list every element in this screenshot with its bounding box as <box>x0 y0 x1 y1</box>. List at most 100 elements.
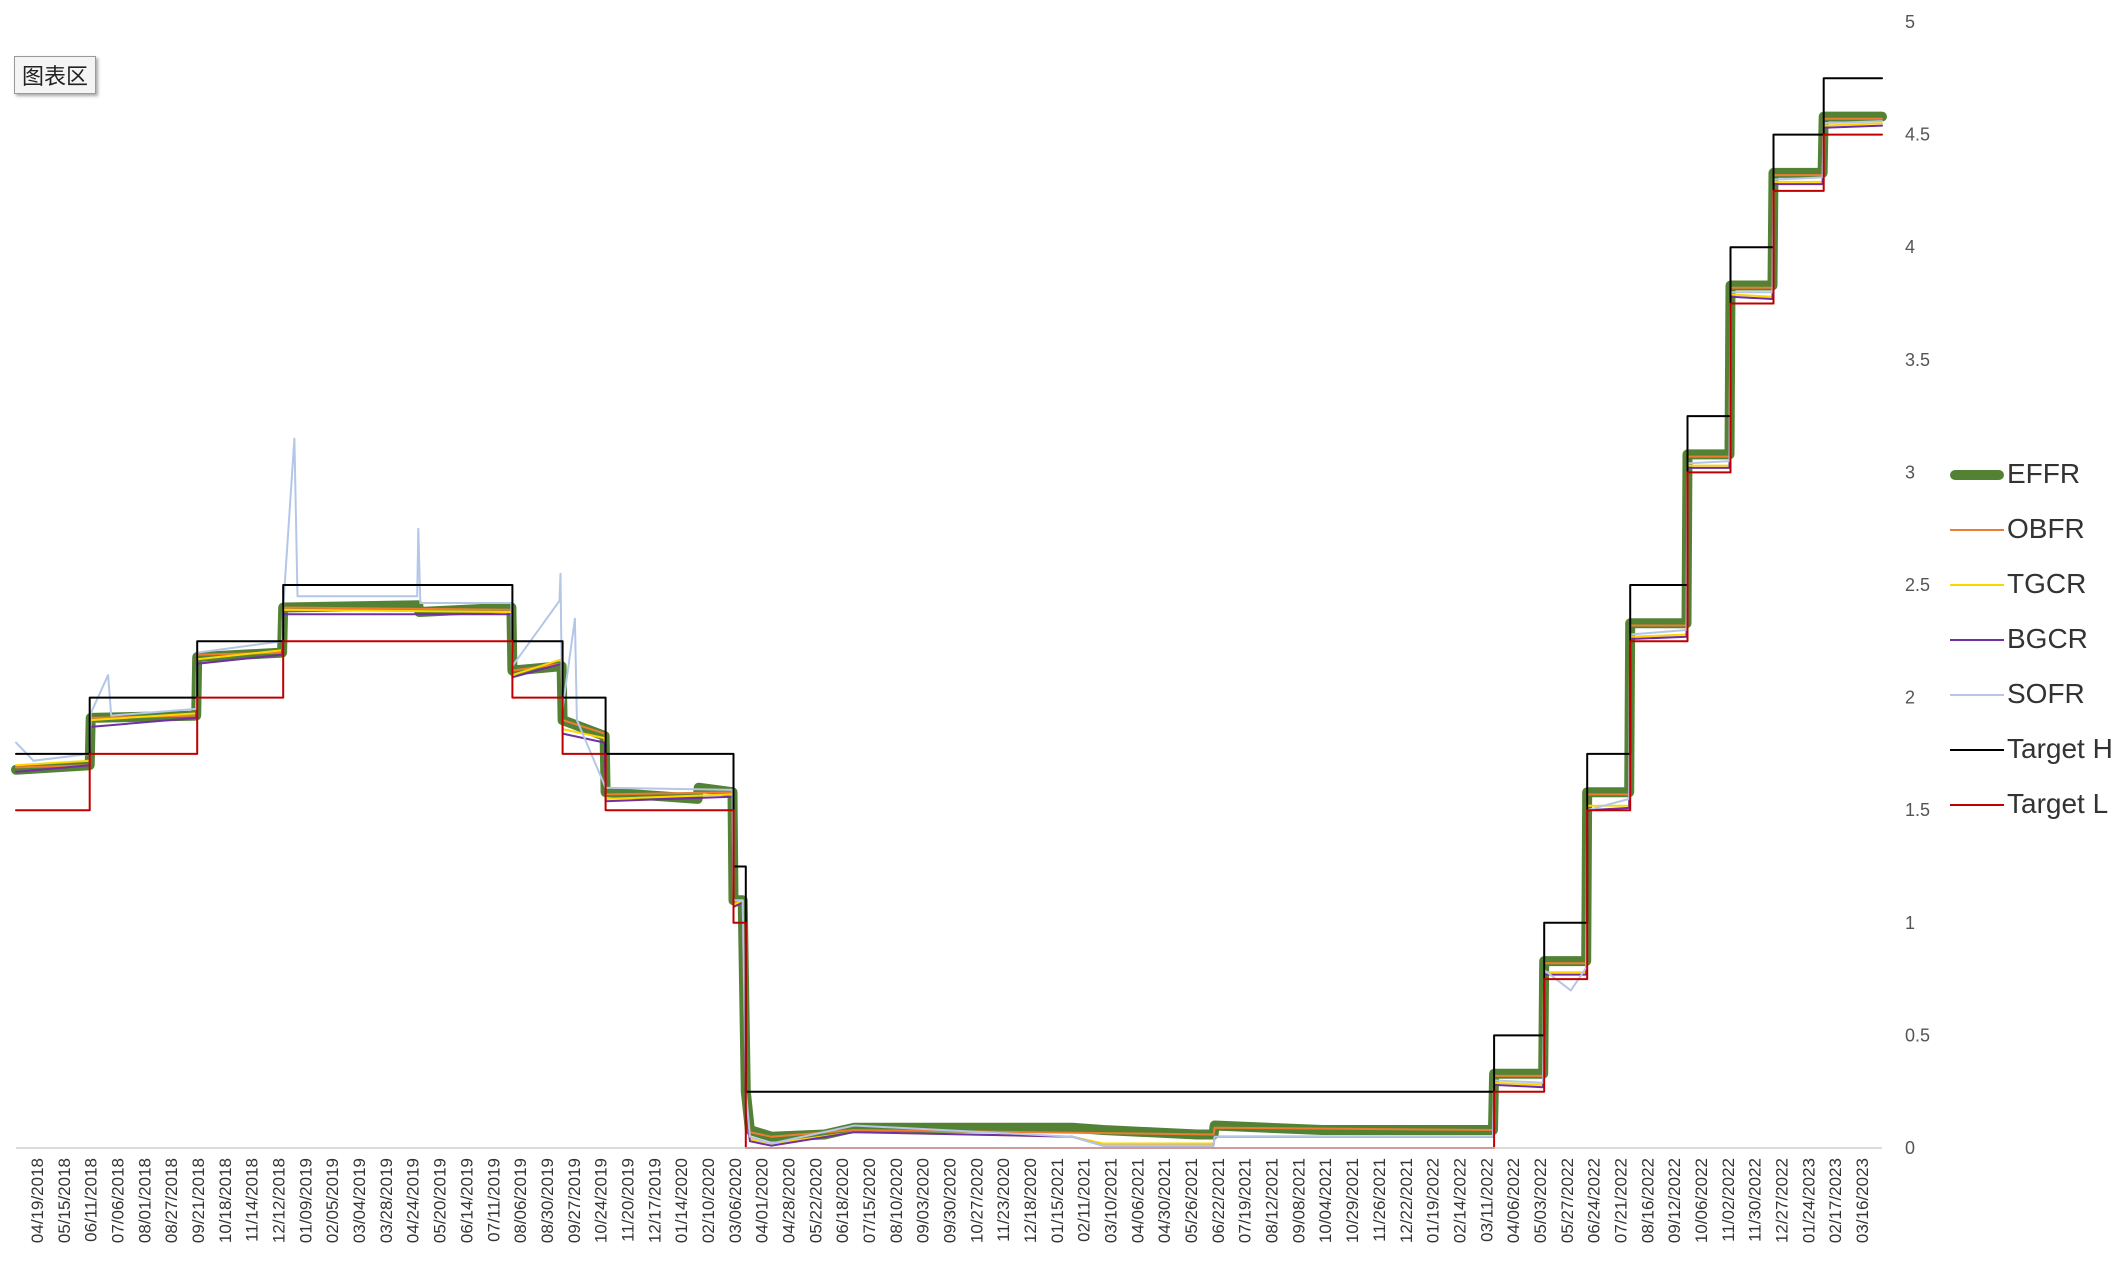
legend-swatch <box>1950 470 2004 480</box>
legend-swatch <box>1950 804 2004 806</box>
x-tick-label: 10/27/2020 <box>967 1158 986 1243</box>
series-layer <box>11 77 1887 1149</box>
x-tick-label: 03/06/2020 <box>726 1158 745 1243</box>
x-tick-label: 02/05/2019 <box>323 1158 342 1243</box>
legend-label: Target H <box>2007 733 2113 764</box>
y-tick-label: 2.5 <box>1905 575 1930 595</box>
y-axis-tick-labels: 0 0.5 1 1.5 2 2.5 3 3.5 4 4.5 5 <box>1905 12 1930 1158</box>
x-tick-label: 02/11/2021 <box>1075 1158 1094 1242</box>
x-tick-label: 12/12/2018 <box>270 1158 289 1243</box>
x-tick-label: 01/24/2023 <box>1799 1158 1818 1243</box>
y-tick-label: 1.5 <box>1905 800 1930 820</box>
legend-item[interactable]: OBFR <box>1950 511 2122 551</box>
legend-item[interactable]: BGCR <box>1950 621 2122 661</box>
x-tick-label: 08/27/2018 <box>162 1158 181 1243</box>
y-tick-label: 1 <box>1905 913 1915 933</box>
legend-item[interactable]: SOFR <box>1950 676 2122 716</box>
x-tick-label: 04/24/2019 <box>404 1158 423 1243</box>
x-tick-label: 05/20/2019 <box>431 1158 450 1243</box>
x-tick-label: 01/09/2019 <box>296 1158 315 1243</box>
legend-label: BGCR <box>2007 623 2088 654</box>
series-line-bgcr <box>15 124 1883 1147</box>
x-tick-label: 12/27/2022 <box>1773 1158 1792 1243</box>
chart-area-label[interactable]: 图表区 <box>14 56 97 94</box>
series-line-sofr <box>15 120 1883 1147</box>
legend-item[interactable]: TGCR <box>1950 566 2122 606</box>
x-tick-label: 08/12/2021 <box>1263 1158 1282 1243</box>
x-tick-label: 01/14/2020 <box>672 1158 691 1243</box>
x-tick-label: 03/11/2022 <box>1477 1158 1496 1242</box>
y-tick-label: 3.5 <box>1905 350 1930 370</box>
series-line-tgcr <box>15 122 1883 1145</box>
x-tick-label: 01/19/2022 <box>1424 1158 1443 1243</box>
x-tick-label: 08/10/2020 <box>887 1158 906 1243</box>
legend-label: OBFR <box>2007 513 2085 544</box>
legend-label: EFFR <box>2007 458 2081 489</box>
x-tick-label: 09/08/2021 <box>1289 1158 1308 1243</box>
y-tick-label: 3 <box>1905 462 1915 482</box>
x-tick-label: 04/28/2020 <box>780 1158 799 1243</box>
x-tick-label: 08/30/2019 <box>538 1158 557 1243</box>
x-tick-label: 06/24/2022 <box>1585 1158 1604 1243</box>
x-tick-label: 01/15/2021 <box>1048 1158 1067 1243</box>
legend-label: SOFR <box>2007 678 2085 709</box>
x-tick-label: 05/22/2020 <box>806 1158 825 1243</box>
legend-swatch <box>1950 749 2004 751</box>
legend-label: TGCR <box>2007 568 2087 599</box>
x-tick-label: 08/06/2019 <box>511 1158 530 1243</box>
x-tick-label: 03/04/2019 <box>350 1158 369 1243</box>
x-tick-label: 03/28/2019 <box>377 1158 396 1243</box>
x-tick-label: 05/26/2021 <box>1182 1158 1201 1243</box>
x-tick-label: 05/15/2018 <box>55 1158 74 1243</box>
x-tick-label: 11/14/2018 <box>243 1158 262 1242</box>
series-line-effr <box>11 111 1887 1142</box>
legend-swatch <box>1950 529 2004 531</box>
legend-item[interactable]: Target L <box>1950 786 2122 826</box>
x-tick-label: 12/18/2020 <box>1021 1158 1040 1243</box>
x-tick-label: 09/03/2020 <box>914 1158 933 1243</box>
x-tick-label: 04/01/2020 <box>753 1158 772 1243</box>
x-tick-label: 06/14/2019 <box>457 1158 476 1243</box>
y-tick-label: 4 <box>1905 237 1915 257</box>
x-tick-label: 04/06/2022 <box>1504 1158 1523 1243</box>
x-tick-label: 07/19/2021 <box>1236 1158 1255 1243</box>
x-tick-label: 07/11/2019 <box>484 1158 503 1242</box>
x-tick-label: 02/10/2020 <box>699 1158 718 1243</box>
x-tick-label: 06/11/2018 <box>82 1158 101 1242</box>
x-tick-label: 07/15/2020 <box>860 1158 879 1243</box>
x-tick-label: 11/30/2022 <box>1746 1158 1765 1242</box>
x-tick-label: 07/06/2018 <box>109 1158 128 1243</box>
x-tick-label: 09/30/2020 <box>941 1158 960 1243</box>
x-tick-label: 08/01/2018 <box>135 1158 154 1243</box>
x-tick-label: 09/21/2018 <box>189 1158 208 1243</box>
x-tick-label: 07/21/2022 <box>1612 1158 1631 1243</box>
x-tick-label: 10/18/2018 <box>216 1158 235 1243</box>
x-tick-label: 10/06/2022 <box>1692 1158 1711 1243</box>
y-tick-label: 2 <box>1905 688 1915 708</box>
x-tick-label: 04/30/2021 <box>1155 1158 1174 1243</box>
x-tick-label: 10/24/2019 <box>592 1158 611 1243</box>
x-tick-label: 06/18/2020 <box>833 1158 852 1243</box>
series-line-obfr <box>15 117 1883 1138</box>
x-tick-label: 09/27/2019 <box>565 1158 584 1243</box>
x-tick-label: 03/10/2021 <box>1102 1158 1121 1243</box>
x-tick-label: 04/06/2021 <box>1128 1158 1147 1243</box>
x-axis-tick-labels: 04/19/2018 05/15/2018 06/11/2018 07/06/2018… <box>28 1158 1872 1243</box>
legend-item[interactable]: Target H <box>1950 731 2122 771</box>
legend-swatch <box>1950 584 2004 586</box>
y-tick-label: 0 <box>1905 1138 1915 1158</box>
x-tick-label: 11/26/2021 <box>1370 1158 1389 1242</box>
legend-swatch <box>1950 694 2004 696</box>
x-tick-label: 08/16/2022 <box>1638 1158 1657 1243</box>
x-tick-label: 03/16/2023 <box>1853 1158 1872 1243</box>
x-tick-label: 10/29/2021 <box>1343 1158 1362 1243</box>
x-tick-label: 12/22/2021 <box>1397 1158 1416 1243</box>
legend-item[interactable]: EFFR <box>1950 456 2122 496</box>
y-tick-label: 0.5 <box>1905 1025 1930 1045</box>
x-tick-label: 11/02/2022 <box>1719 1158 1738 1242</box>
x-tick-label: 12/17/2019 <box>645 1158 664 1243</box>
x-tick-label: 02/14/2022 <box>1450 1158 1469 1243</box>
series-line-target-l <box>15 133 1883 1149</box>
x-tick-label: 06/22/2021 <box>1209 1158 1228 1243</box>
